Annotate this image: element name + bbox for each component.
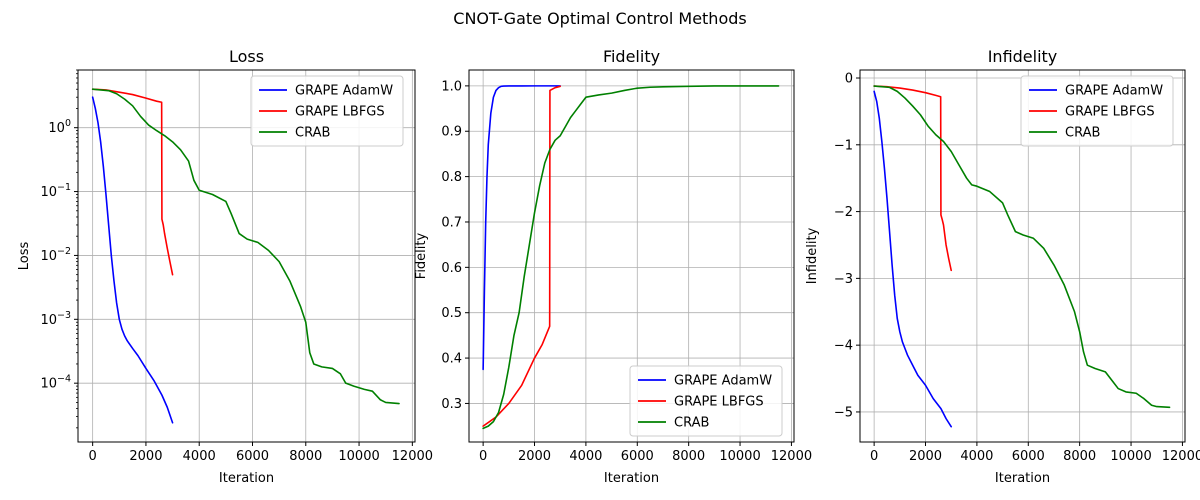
- series-group: [91, 88, 400, 424]
- y-tick-label: −4: [834, 339, 853, 354]
- x-tick-label: 6000: [236, 449, 269, 464]
- y-tick-label: 0.3: [441, 397, 462, 412]
- x-tick-label: 2000: [129, 449, 162, 464]
- legend-label-grape-lbfgs: GRAPE LBFGS: [1065, 105, 1155, 120]
- x-tick-label: 2000: [518, 449, 551, 464]
- x-axis-label: Iteration: [604, 471, 659, 486]
- panel-title: Fidelity: [603, 47, 660, 66]
- y-tick-label: 0.4: [441, 352, 462, 367]
- series-line-grape-lbfgs: [873, 85, 953, 272]
- y-tick-label: 0.7: [441, 215, 462, 230]
- legend-label-grape-lbfgs: GRAPE LBFGS: [295, 105, 385, 120]
- fidelity-panel: 0 2000 4000 6000 8000 10000 12000 0.3 0.4 0.5 0.6 0…: [414, 47, 812, 486]
- x-tick-label: 2000: [909, 449, 942, 464]
- y-tick-label: 0.8: [441, 170, 462, 185]
- x-tick-label: 4000: [569, 449, 602, 464]
- y-tick-base: 10: [40, 313, 57, 328]
- x-tick-label: 0: [89, 449, 97, 464]
- y-tick-label: 0: [845, 72, 853, 87]
- y-tick-label: −5: [834, 405, 853, 420]
- y-tick-label: 1.0: [441, 79, 462, 94]
- series-group: [873, 85, 1171, 428]
- x-tick-label: 10000: [338, 449, 379, 464]
- y-tick-label: −3: [834, 272, 853, 287]
- figure-title: CNOT-Gate Optimal Control Methods: [453, 9, 746, 28]
- x-tick-label: 12000: [771, 449, 812, 464]
- y-tick-base: 10: [48, 121, 65, 136]
- legend: GRAPE AdamW GRAPE LBFGS CRAB: [1020, 75, 1174, 147]
- y-tick-label: 0.9: [441, 125, 462, 140]
- x-tick-label: 8000: [1063, 449, 1096, 464]
- x-tick-label: 8000: [289, 449, 322, 464]
- plot-frame: [468, 69, 795, 443]
- y-tick-exponent: 0: [65, 118, 71, 129]
- legend-box: [629, 365, 783, 437]
- x-tick-label: 4000: [960, 449, 993, 464]
- series-line-crab: [482, 85, 780, 430]
- y-tick-label: 100: [48, 118, 71, 136]
- series-line-crab: [91, 88, 400, 405]
- legend-label-crab: CRAB: [295, 126, 330, 141]
- x-tick-label: 6000: [621, 449, 654, 464]
- legend-label-crab: CRAB: [674, 416, 709, 431]
- panel-title: Infidelity: [988, 47, 1058, 66]
- y-tick-label: 10−2: [40, 246, 71, 264]
- y-axis-label: Infidelity: [805, 227, 820, 284]
- series-line-grape-adamw: [91, 96, 174, 424]
- series-group: [482, 85, 780, 430]
- x-tick-label: 12000: [392, 449, 433, 464]
- series-line-grape-adamw: [873, 90, 953, 428]
- x-tick-label: 10000: [1110, 449, 1151, 464]
- x-tick-label: 12000: [1162, 449, 1200, 464]
- legend-box: [1020, 75, 1174, 147]
- legend-label-grape-lbfgs: GRAPE LBFGS: [674, 395, 764, 410]
- x-tick-label: 0: [479, 449, 487, 464]
- series-line-grape-adamw: [482, 85, 562, 371]
- y-tick-label: 10−1: [40, 182, 71, 200]
- y-tick-label: −1: [834, 138, 853, 153]
- y-tick-label: 10−4: [40, 374, 71, 392]
- y-axis-label: Loss: [17, 242, 32, 271]
- legend-label-crab: CRAB: [1065, 126, 1100, 141]
- y-tick-exponent: −1: [57, 182, 71, 193]
- x-axis-label: Iteration: [995, 471, 1050, 486]
- y-tick-label: 0.5: [441, 306, 462, 321]
- x-axis-label: Iteration: [219, 471, 274, 486]
- y-tick-base: 10: [40, 377, 57, 392]
- x-tick-label: 6000: [1012, 449, 1045, 464]
- series-line-grape-lbfgs: [91, 88, 174, 276]
- x-tick-label: 10000: [719, 449, 760, 464]
- series-line-grape-lbfgs: [482, 85, 562, 427]
- plot-frame: [77, 69, 416, 443]
- legend-label-grape-adamw: GRAPE AdamW: [1065, 84, 1163, 99]
- loss-panel: 0 2000 4000 6000 8000 10000 1200010−410−310−21…: [17, 47, 433, 486]
- legend: GRAPE AdamW GRAPE LBFGS CRAB: [250, 75, 404, 147]
- y-tick-base: 10: [40, 249, 57, 264]
- x-tick-label: 0: [870, 449, 878, 464]
- y-tick-exponent: −4: [57, 374, 71, 385]
- y-tick-label: 10−3: [40, 310, 71, 328]
- panels: 0 2000 4000 6000 8000 10000 1200010−410−310−21…: [17, 47, 1200, 486]
- x-tick-label: 8000: [672, 449, 705, 464]
- legend: GRAPE AdamW GRAPE LBFGS CRAB: [629, 365, 783, 437]
- y-tick-base: 10: [40, 185, 57, 200]
- series-line-crab: [873, 85, 1171, 409]
- y-tick-exponent: −3: [57, 310, 71, 321]
- x-tick-label: 4000: [183, 449, 216, 464]
- panel-title: Loss: [229, 47, 264, 66]
- infidelity-panel: 0 2000 4000 6000 8000 10000 12000 −5 −4 −3 −2 −1 0 In…: [805, 47, 1200, 486]
- y-axis-label: Fidelity: [414, 232, 429, 279]
- legend-label-grape-adamw: GRAPE AdamW: [674, 374, 772, 389]
- legend-box: [250, 75, 404, 147]
- y-tick-label: −2: [834, 205, 853, 220]
- y-tick-exponent: −2: [57, 246, 71, 257]
- plot-frame: [859, 69, 1186, 443]
- legend-label-grape-adamw: GRAPE AdamW: [295, 84, 393, 99]
- y-tick-label: 0.6: [441, 261, 462, 276]
